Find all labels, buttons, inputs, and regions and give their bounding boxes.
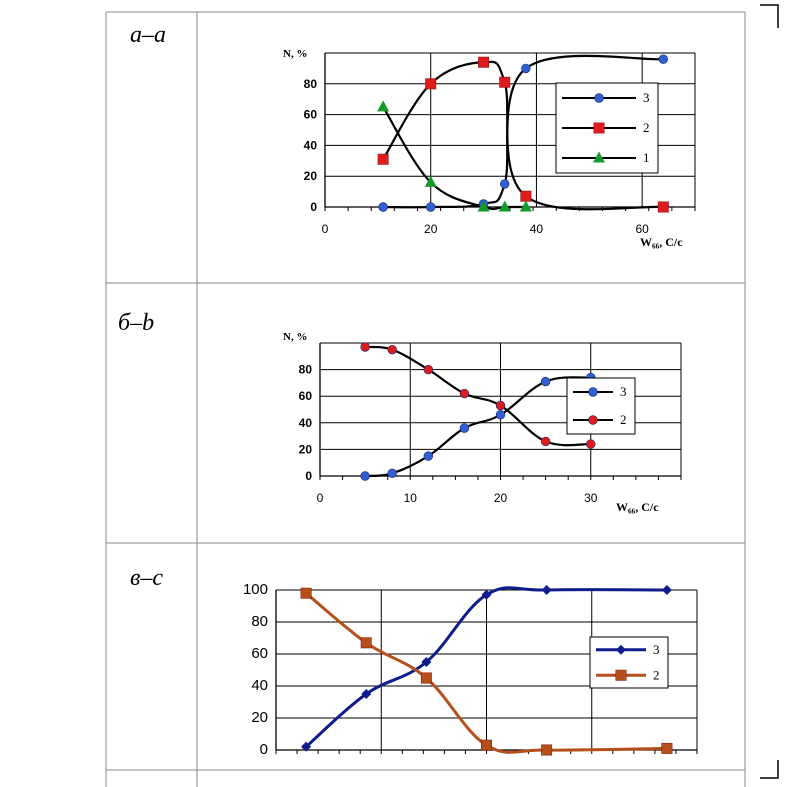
data-point-series-2 [658,202,668,212]
data-point-series-3 [500,180,509,189]
y-tick-label: 80 [304,77,318,91]
legend-label-2: 2 [653,667,660,682]
legend-marker-3 [589,388,598,397]
data-point-series-2 [426,79,436,89]
x-tick-label: 10 [404,491,418,505]
x-axis-label: W₆₆, С/с [640,235,683,249]
data-point-series-1 [377,100,389,111]
y-tick-label: 20 [299,442,313,456]
data-point-series-2 [478,57,488,67]
x-tick-label: 60 [635,222,649,236]
data-point-series-3 [542,585,552,595]
y-tick-label: 80 [299,363,313,377]
data-point-series-2 [424,365,433,374]
y-tick-label: 20 [251,709,268,726]
chart-c: 0 20 40 60 80 100 3 2 [243,581,697,758]
data-point-series-3 [496,410,505,419]
legend-label-3: 3 [620,384,627,399]
data-point-series-3 [388,469,397,478]
data-point-series-2 [541,437,550,446]
data-point-series-2 [361,343,370,352]
panel-label-b: б–b [118,310,154,336]
x-tick-label: 0 [317,491,324,505]
y-tick-label: 100 [243,581,268,598]
y-tick-label: 60 [304,108,318,122]
legend-marker-2 [594,123,604,133]
data-point-series-3 [361,472,370,481]
y-tick-label: 60 [299,389,313,403]
data-point-series-3 [424,452,433,461]
y-axis-label: N, % [283,331,307,343]
panel-label-a: а–а [130,22,166,48]
panel-label-c: в–с [130,565,163,591]
y-axis-label: N, % [283,48,307,60]
data-point-series-2 [460,389,469,398]
legend-label-3: 3 [643,90,650,105]
y-tick-label: 20 [304,169,318,183]
legend-marker-3 [595,94,604,103]
x-tick-label: 0 [322,222,329,236]
series-line-3 [365,377,591,476]
legend-label-1: 1 [643,150,650,165]
x-tick-label: 20 [424,222,438,236]
data-point-series-3 [659,55,668,64]
data-point-series-2 [662,743,672,753]
x-tick-label: 40 [530,222,544,236]
y-tick-label: 40 [299,416,313,430]
legend-label-3: 3 [653,642,660,657]
outer-bracket [760,5,778,778]
data-point-series-2 [521,191,531,201]
data-point-series-2 [586,440,595,449]
data-point-series-3 [460,424,469,433]
x-axis-label: W₆₆, С/с [616,500,659,514]
legend-marker-2 [589,416,598,425]
data-point-series-2 [541,745,551,755]
data-point-series-3 [379,203,388,212]
data-point-series-2 [378,154,388,164]
x-tick-label: 20 [494,491,508,505]
data-point-series-2 [361,638,371,648]
y-tick-label: 0 [305,469,312,483]
data-point-series-2 [301,588,311,598]
y-tick-label: 60 [251,645,268,662]
chart-a: 0 20 40 60 80 0 20 40 60 N, % W₆₆, С/с 3 2 1 [283,48,695,249]
y-tick-label: 40 [251,677,268,694]
data-point-series-3 [426,203,435,212]
data-point-series-3 [541,377,550,386]
y-tick-label: 40 [304,138,318,152]
y-tick-label: 0 [310,200,317,214]
data-point-series-2 [421,673,431,683]
y-tick-label: 80 [251,613,268,630]
data-point-series-3 [521,64,530,73]
data-point-series-2 [481,740,491,750]
legend-label-2: 2 [643,120,650,135]
chart-b: 0 20 40 60 80 0 10 20 30 N, % W₆₆, С/с 3 2 [283,331,681,514]
legend-label-2: 2 [620,412,627,427]
data-point-series-3 [662,585,672,595]
y-tick-label: 0 [260,741,268,758]
data-point-series-2 [388,345,397,354]
x-tick-label: 30 [584,491,598,505]
data-point-series-2 [500,77,510,87]
legend-marker-2 [616,670,626,680]
data-point-series-2 [496,401,505,410]
